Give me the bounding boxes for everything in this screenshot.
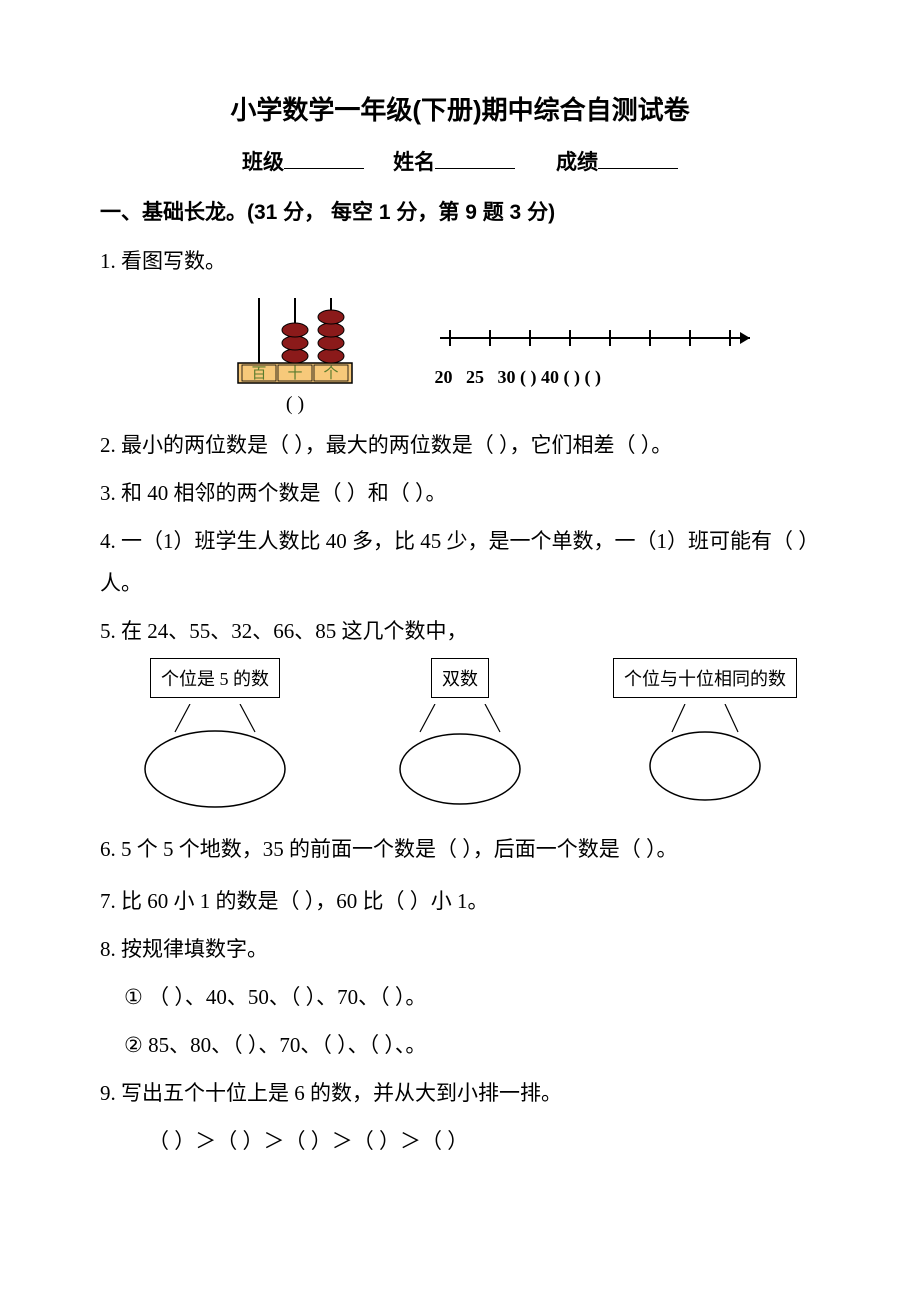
q4: 4. 一（1）班学生人数比 40 多，比 45 少，是一个单数，一（1）班可能有… (100, 520, 820, 604)
q5-sort-boxes: 个位是 5 的数 双数 个位与十位相同的数 (110, 658, 810, 814)
score-label: 成绩 (556, 151, 598, 174)
q5-stem: 5. 在 24、55、32、66、85 这几个数中， (100, 610, 820, 652)
svg-text:个: 个 (323, 365, 338, 382)
q5-label-2: 个位与十位相同的数 (613, 658, 797, 698)
q2: 2. 最小的两位数是（ ），最大的两位数是（ ），它们相差（ ）。 (100, 424, 820, 466)
numline-blank-6[interactable]: ( ) (585, 367, 602, 387)
name-label: 姓名 (393, 151, 435, 174)
q5-bubble-2[interactable] (620, 704, 790, 814)
numline-val-1: 25 (466, 367, 484, 387)
q9-line[interactable]: （ ）＞（ ）＞（ ）＞（ ）＞（ ） (100, 1120, 820, 1162)
number-line-icon (430, 318, 770, 358)
q5-bubble-0[interactable] (130, 704, 300, 814)
class-label: 班级 (242, 151, 284, 174)
q5-label-1: 双数 (431, 658, 489, 698)
abacus-answer-blank[interactable]: ( ) (230, 393, 360, 416)
numline-val-2: 30 (498, 367, 516, 387)
numline-val-4: 40 (541, 367, 559, 387)
svg-text:百: 百 (251, 366, 266, 382)
q6: 6. 5 个 5 个地数，35 的前面一个数是（ ），后面一个数是（ ）。 (100, 828, 820, 870)
abacus-figure: 百 十 个 ( ) (230, 288, 360, 416)
q8-line2: ② 85、80、（ ）、70、（ ）、（ ）、。 (100, 1024, 820, 1066)
class-blank[interactable] (284, 145, 364, 169)
student-info-line: 班级 姓名 成绩 (100, 145, 820, 176)
q1-figures: 百 十 个 ( ) (100, 288, 820, 416)
q5-col-0: 个位是 5 的数 (110, 658, 320, 814)
q1-stem: 1. 看图写数。 (100, 240, 820, 282)
numline-blank-5[interactable]: ( ) (564, 367, 581, 387)
score-blank[interactable] (598, 145, 678, 169)
q8-stem: 8. 按规律填数字。 (100, 928, 820, 970)
q5-col-2: 个位与十位相同的数 (600, 658, 810, 814)
q3: 3. 和 40 相邻的两个数是（ ）和（ ）。 (100, 472, 820, 514)
q5-label-0: 个位是 5 的数 (150, 658, 280, 698)
number-line-labels: 20 25 30 ( ) 40 ( ) ( ) (430, 367, 770, 388)
q8-line1: ① （ ）、40、50、（ ）、70、（ ）。 (100, 976, 820, 1018)
numline-val-0: 20 (435, 367, 453, 387)
name-blank[interactable] (435, 145, 515, 169)
numline-blank-3[interactable]: ( ) (520, 367, 537, 387)
q9-stem: 9. 写出五个十位上是 6 的数，并从大到小排一排。 (100, 1072, 820, 1114)
q5-col-1: 双数 (355, 658, 565, 814)
svg-text:十: 十 (287, 365, 302, 382)
number-line-figure: 20 25 30 ( ) 40 ( ) ( ) (430, 288, 770, 388)
abacus-icon: 百 十 个 (230, 288, 360, 388)
exam-page: 小学数学一年级(下册)期中综合自测试卷 班级 姓名 成绩 一、基础长龙。(31 … (0, 0, 920, 1228)
q7: 7. 比 60 小 1 的数是（ ），60 比（ ）小 1。 (100, 880, 820, 922)
section-1-heading: 一、基础长龙。(31 分， 每空 1 分，第 9 题 3 分) (100, 196, 820, 226)
page-title: 小学数学一年级(下册)期中综合自测试卷 (100, 90, 820, 127)
q5-bubble-1[interactable] (375, 704, 545, 814)
